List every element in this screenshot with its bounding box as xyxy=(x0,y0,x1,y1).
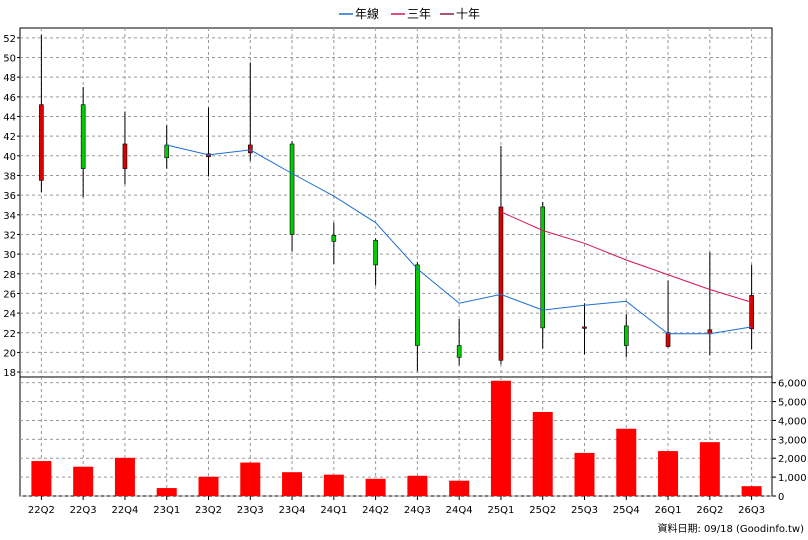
x-tick-label: 25Q3 xyxy=(571,505,598,516)
volume-bar xyxy=(407,475,428,496)
volume-bar xyxy=(114,457,135,496)
candle-body xyxy=(289,143,295,235)
volume-bar xyxy=(198,476,219,496)
x-tick-label: 23Q1 xyxy=(153,505,180,516)
candle-body xyxy=(498,206,504,361)
legend: 年線 三年 十年 xyxy=(339,6,480,21)
price-y-tick-label: 32 xyxy=(3,230,16,241)
volume-y-tick-label: 4,000 xyxy=(778,416,807,427)
candle-body xyxy=(749,295,754,330)
volume-bar xyxy=(323,474,344,496)
candle-body xyxy=(540,206,546,329)
x-tick-label: 23Q3 xyxy=(237,505,264,516)
x-tick-label: 22Q3 xyxy=(70,505,97,516)
x-tick-label: 22Q4 xyxy=(111,505,138,516)
price-y-tick-label: 38 xyxy=(3,171,16,182)
volume-bar xyxy=(73,466,94,496)
price-y-tick-label: 46 xyxy=(3,93,16,104)
x-tick-label: 26Q1 xyxy=(655,505,682,516)
price-y-tick-label: 20 xyxy=(3,348,16,359)
x-tick-label: 24Q4 xyxy=(446,505,473,516)
price-y-tick-label: 48 xyxy=(3,73,16,84)
x-tick-label: 26Q3 xyxy=(738,505,765,516)
price-y-tick-label: 28 xyxy=(3,270,16,281)
volume-bar xyxy=(699,442,720,496)
volume-panel: 0 1,000 2,000 3,000 4,000 5,000 6,000 xyxy=(19,376,807,503)
price-y-tick-label: 30 xyxy=(3,250,16,261)
x-tick-label: 26Q2 xyxy=(696,505,723,516)
source-date-text: 資料日期: 09/18 (Goodinfo.tw) xyxy=(657,522,804,535)
volume-bar xyxy=(240,462,261,496)
price-y-tick-label: 42 xyxy=(3,132,16,143)
price-y-tick-label: 40 xyxy=(3,152,16,163)
volume-bar xyxy=(490,380,511,496)
price-plot-area xyxy=(19,27,773,378)
volume-plot-area xyxy=(19,376,773,497)
candle-body xyxy=(373,240,378,266)
volume-y-tick-label: 1,000 xyxy=(778,473,807,484)
volume-y-tick-label: 6,000 xyxy=(778,379,807,390)
candlesticks xyxy=(39,34,754,372)
price-y-axis: 18 20 22 24 26 28 30 32 34 36 38 40 42 44 46 48 50 52 xyxy=(3,34,20,379)
volume-bar xyxy=(532,411,553,496)
volume-y-tick-label: 3,000 xyxy=(778,435,807,446)
candle-body xyxy=(665,332,671,347)
volume-bars xyxy=(31,380,762,496)
price-y-tick-label: 26 xyxy=(3,289,16,300)
candle-body xyxy=(415,264,420,346)
candle-body xyxy=(623,325,629,346)
price-y-tick-label: 18 xyxy=(3,368,16,379)
volume-bar xyxy=(741,486,762,496)
ma-line-series xyxy=(500,211,752,303)
price-panel: 18 20 22 24 26 28 30 32 34 36 38 40 42 44 46 48 50 52 xyxy=(3,27,773,379)
legend-label-10yr: 十年 xyxy=(456,7,480,21)
ma-line-series xyxy=(166,144,752,335)
x-tick-label: 24Q1 xyxy=(320,505,347,516)
price-y-tick-label: 34 xyxy=(3,211,16,222)
x-tick-label: 23Q4 xyxy=(279,505,306,516)
volume-bar xyxy=(156,488,177,496)
candle-body xyxy=(247,144,253,154)
volume-bar xyxy=(574,452,595,496)
x-tick-label: 24Q2 xyxy=(362,505,389,516)
candle-body xyxy=(582,326,587,329)
price-y-tick-label: 22 xyxy=(3,329,16,340)
candle-body xyxy=(122,143,128,169)
x-tick-label: 22Q2 xyxy=(28,505,55,516)
legend-label-3yr: 三年 xyxy=(407,7,431,21)
price-y-tick-label: 52 xyxy=(3,34,16,45)
volume-bar xyxy=(31,461,52,496)
x-tick-label: 23Q2 xyxy=(195,505,222,516)
price-y-tick-label: 36 xyxy=(3,191,16,202)
x-tick-label: 25Q1 xyxy=(487,505,514,516)
candle-body xyxy=(39,104,44,181)
candle-body xyxy=(456,345,462,358)
volume-bar xyxy=(616,428,637,496)
candle-body xyxy=(331,235,337,242)
x-tick-label: 25Q2 xyxy=(529,505,556,516)
x-axis: 22Q2 22Q3 22Q4 23Q1 23Q2 23Q3 23Q4 24Q1 24Q2 24Q3… xyxy=(28,496,765,516)
volume-bar xyxy=(449,480,470,496)
volume-y-tick-label: 0 xyxy=(778,492,784,503)
legend-label-annual: 年線 xyxy=(355,6,379,21)
volume-bar xyxy=(658,451,679,496)
volume-bar xyxy=(282,472,303,496)
volume-bar xyxy=(365,478,386,496)
candle-body xyxy=(80,104,86,169)
volume-y-tick-label: 2,000 xyxy=(778,454,807,465)
volume-gridlines xyxy=(20,377,772,497)
moving-average-lines xyxy=(166,144,752,335)
price-y-tick-label: 24 xyxy=(3,309,16,320)
price-y-tick-label: 44 xyxy=(3,112,16,123)
x-tick-label: 24Q3 xyxy=(404,505,431,516)
volume-y-tick-label: 5,000 xyxy=(778,398,807,409)
candle-body xyxy=(164,144,170,159)
price-y-tick-label: 50 xyxy=(3,53,16,64)
x-tick-label: 25Q4 xyxy=(613,505,640,516)
volume-y-axis: 0 1,000 2,000 3,000 4,000 5,000 6,000 xyxy=(772,379,807,503)
